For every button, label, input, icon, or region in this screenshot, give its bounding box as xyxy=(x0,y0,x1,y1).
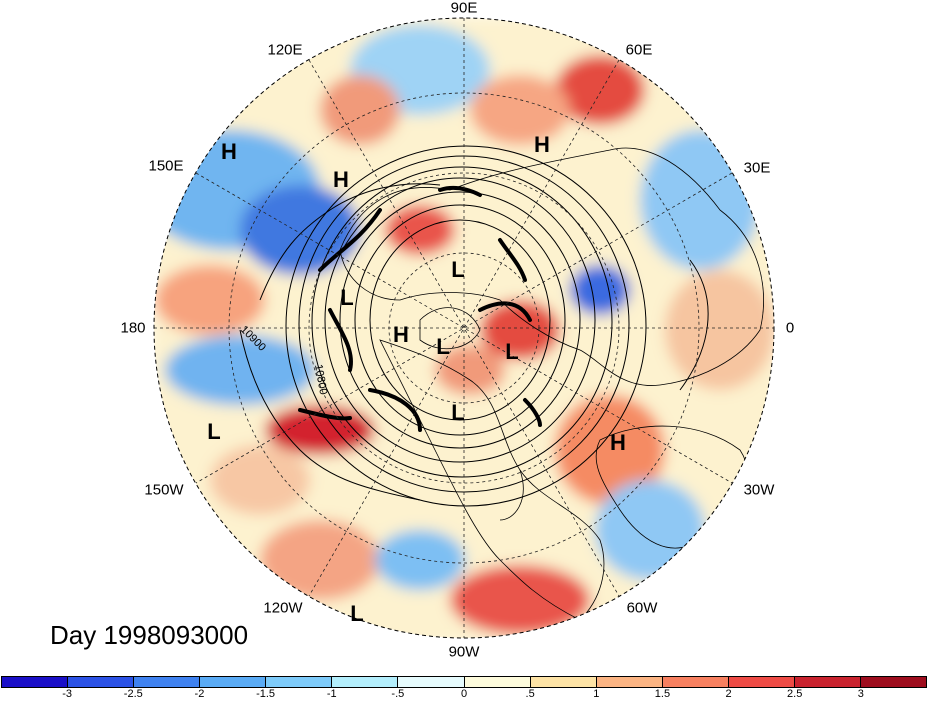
colorbar-tick-label: 3 xyxy=(857,688,864,700)
high-pressure-marker: H xyxy=(393,322,409,347)
colorbar-cell xyxy=(596,677,663,687)
colorbar-tick-label: .5 xyxy=(525,688,535,700)
colorbar-cell xyxy=(464,677,531,687)
high-pressure-marker: H xyxy=(333,167,349,192)
lon-label-0: 0 xyxy=(785,319,795,337)
colorbar-cell xyxy=(794,677,862,687)
colorbar-tick-label: 1.5 xyxy=(654,688,671,700)
colorbar-tick-label: -3 xyxy=(62,688,73,700)
lon-label-90e: 90E xyxy=(450,0,478,17)
colorbar xyxy=(1,676,927,688)
colorbar-cell xyxy=(861,677,927,687)
lon-label-60w: 60W xyxy=(626,599,658,617)
colorbar-tick-label: -2.5 xyxy=(123,688,143,700)
lon-label-30w: 30W xyxy=(743,481,775,499)
colorbar-cell xyxy=(332,677,399,687)
colorbar-cell xyxy=(200,677,267,687)
low-pressure-marker: L xyxy=(436,334,450,359)
colorbar-cell xyxy=(662,677,729,687)
lon-label-90w: 90W xyxy=(448,643,480,661)
colorbar-cell xyxy=(68,677,135,687)
colorbar-cell xyxy=(2,677,69,687)
map-boundary xyxy=(153,17,775,639)
colorbar-tick-label: -.5 xyxy=(391,688,405,700)
high-pressure-marker: H xyxy=(534,132,550,157)
high-pressure-marker: H xyxy=(221,139,237,164)
colorbar-tick-label: 1 xyxy=(593,688,600,700)
colorbar-cell xyxy=(266,677,333,687)
lon-label-150w: 150W xyxy=(144,481,184,499)
colorbar-tick-label: 2 xyxy=(725,688,732,700)
graticule xyxy=(154,18,774,638)
low-pressure-marker: L xyxy=(207,419,221,444)
low-pressure-marker: L xyxy=(451,257,465,282)
low-pressure-marker: L xyxy=(505,339,519,364)
colorbar-tick-label: -1 xyxy=(326,688,337,700)
high-pressure-marker: H xyxy=(610,430,626,455)
lon-label-60e: 60E xyxy=(625,41,653,59)
colorbar-tick-label: 2.5 xyxy=(787,688,803,700)
jet-lines xyxy=(298,185,542,432)
colorbar-cell xyxy=(398,677,465,687)
lon-label-180: 180 xyxy=(120,319,146,337)
low-pressure-marker: L xyxy=(340,285,354,310)
colorbar-cell xyxy=(530,677,597,687)
lon-label-150e: 150E xyxy=(148,157,184,175)
low-pressure-marker: L xyxy=(451,400,465,425)
colorbar-tick-label: -2 xyxy=(194,688,205,700)
lon-label-30e: 30E xyxy=(743,159,771,177)
low-pressure-marker: L xyxy=(350,601,364,626)
lon-label-120e: 120E xyxy=(267,41,303,59)
colorbar-tick-label: -1.5 xyxy=(256,688,276,700)
colorbar-cell xyxy=(134,677,201,687)
colorbar-cell xyxy=(728,677,795,687)
contour-label: 10800 xyxy=(312,363,329,395)
lon-label-120w: 120W xyxy=(263,599,303,617)
colorbar-tick-label: 0 xyxy=(460,688,468,700)
day-label: Day 1998093000 xyxy=(50,620,249,650)
